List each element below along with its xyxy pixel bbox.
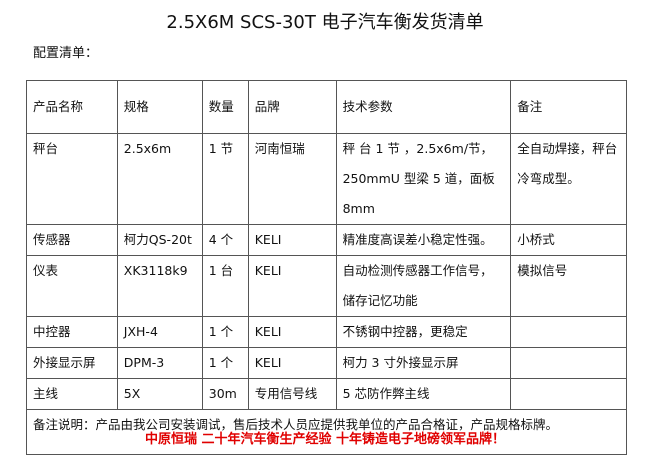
table-cell xyxy=(510,347,627,379)
table-cell: KELI xyxy=(247,224,337,256)
table-cell: DPM-3 xyxy=(116,347,203,379)
table-cell: 柯力QS-20t xyxy=(116,224,203,256)
header-cell: 规格 xyxy=(116,80,203,134)
table-cell: 全自动焊接，秤台冷弯成型。 xyxy=(510,133,627,225)
table-cell: 仪表 xyxy=(26,255,118,317)
table-cell: 中控器 xyxy=(26,316,118,348)
slogan: 中原恒瑞 二十年汽车衡生产经验 十年铸造电子地磅领军品牌！ xyxy=(144,432,506,447)
table-row: 主线 5X 30m 专用信号线 5 芯防作弊主线 xyxy=(26,378,627,410)
table-cell: 4 个 xyxy=(201,224,249,256)
table-cell: 1 个 xyxy=(201,316,249,348)
table-cell: KELI xyxy=(247,347,337,379)
table-row: 外接显示屏 DPM-3 1 个 KELI 柯力 3 寸外接显示屏 xyxy=(26,347,627,379)
table-cell: 专用信号线 xyxy=(247,378,337,410)
table-cell: KELI xyxy=(247,255,337,317)
table-cell: JXH-4 xyxy=(116,316,203,348)
table-cell: 30m xyxy=(201,378,249,410)
table-row: 秤台 2.5x6m 1 节河南恒瑞秤 台 1 节 ，2.5x6m/节，250mmU … xyxy=(26,133,627,225)
table-cell: 传感器 xyxy=(26,224,118,256)
section-label: 配置清单： xyxy=(33,46,99,61)
table-cell: 河南恒瑞 xyxy=(247,133,337,225)
table-row: 仪表 XK3118k9 1 台 KELI 自动检测传感器工作信号，储存记忆功能 模拟信号 xyxy=(26,255,627,317)
table-cell: 1 台 xyxy=(201,255,249,317)
table-cell: 不锈钢中控器，更稳定 xyxy=(335,316,512,348)
header-cell: 产品名称 xyxy=(26,80,118,134)
table-cell: 秤台 xyxy=(26,133,118,225)
table-cell: KELI xyxy=(247,316,337,348)
document-title: 2.5X6M SCS-30T 电子汽车衡发货清单 xyxy=(166,12,484,33)
table-row: 中控器 JXH-4 1 个 KELI 不锈钢中控器，更稳定 xyxy=(26,316,627,348)
table-row: 传感器 柯力QS-20t 4 个 KELI 精准度高误差小稳定性强。 小桥式 xyxy=(26,224,627,256)
table-cell xyxy=(510,378,627,410)
header-cell: 数量 xyxy=(201,80,249,134)
table-cell: 1 节 xyxy=(201,133,249,225)
table-cell: 小桥式 xyxy=(510,224,627,256)
table-cell: 精准度高误差小稳定性强。 xyxy=(335,224,512,256)
table-cell: 1 个 xyxy=(201,347,249,379)
header-cell: 备注 xyxy=(510,80,627,134)
table-cell: 秤 台 1 节 ，2.5x6m/节，250mmU 型梁 5 道，面板 8mm xyxy=(335,133,512,225)
table-cell: 模拟信号 xyxy=(510,255,627,317)
note: 备注说明：产品由我公司安装调试，售后技术人员应提供我单位的产品合格证，产品规格标… xyxy=(26,409,627,455)
table-header: 产品名称 规格 数量 品牌 技术参数 备注 xyxy=(26,80,627,134)
table-cell: 自动检测传感器工作信号，储存记忆功能 xyxy=(335,255,512,317)
table-cell xyxy=(510,316,627,348)
shipping-list-table: 产品名称 规格 数量 品牌 技术参数 备注 秤台 2.5x6m 1 节河南恒瑞秤 台… xyxy=(26,80,627,455)
table-cell: XK3118k9 xyxy=(116,255,203,317)
table-cell: 主线 xyxy=(26,378,118,410)
table-cell: 柯力 3 寸外接显示屏 xyxy=(335,347,512,379)
header-cell: 技术参数 xyxy=(335,80,512,134)
table-cell: 2.5x6m xyxy=(116,133,203,225)
header-cell: 品牌 xyxy=(247,80,337,134)
table-cell: 5X xyxy=(116,378,203,410)
table-cell: 外接显示屏 xyxy=(26,347,118,379)
table-cell: 5 芯防作弊主线 xyxy=(335,378,512,410)
note-row: 备注说明：产品由我公司安装调试，售后技术人员应提供我单位的产品合格证，产品规格标… xyxy=(26,409,627,455)
